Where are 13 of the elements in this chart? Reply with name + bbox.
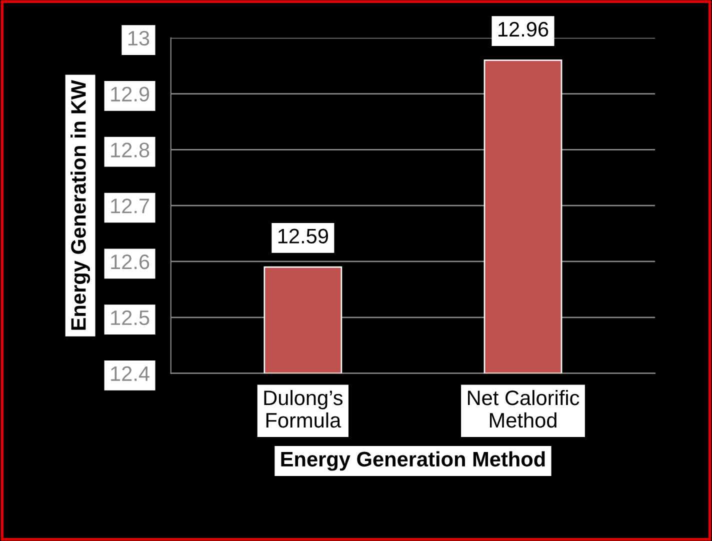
data-label: 12.59 [278, 228, 328, 244]
x-tick-label: Net Calorific Method [468, 390, 580, 428]
y-tick-label: 13 [128, 30, 150, 46]
y-tick-label: 12.9 [111, 86, 150, 102]
x-axis-title: Energy Generation Method [281, 451, 545, 471]
y-tick-label: 12.6 [111, 254, 150, 270]
y-tick-label: 12.4 [111, 366, 150, 381]
y-tick-label: 12.8 [111, 142, 150, 158]
x-tick-label: Dulong’s Formula [264, 390, 343, 428]
data-label: 12.96 [498, 22, 548, 37]
y-tick-label: 12.7 [111, 198, 150, 214]
y-tick-label: 12.5 [111, 310, 150, 326]
y-axis-title: Energy Generation in KW [70, 80, 90, 330]
